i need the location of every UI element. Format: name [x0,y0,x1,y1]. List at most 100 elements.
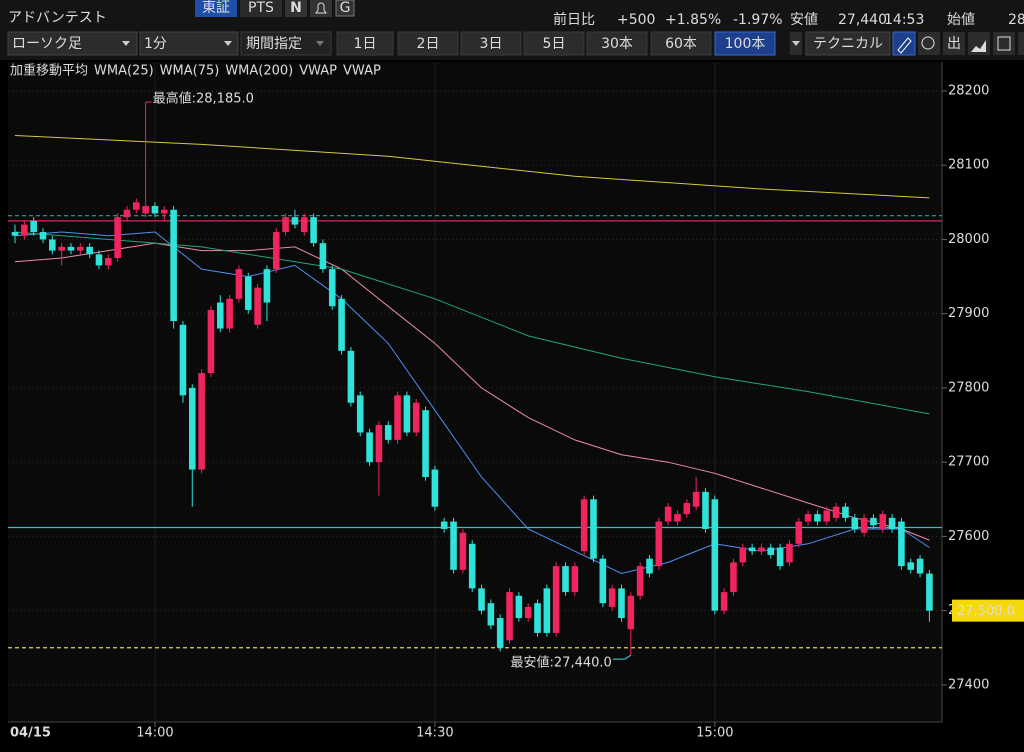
low-time: 14:53 [884,12,924,28]
candle-body [282,217,289,233]
market-button[interactable] [195,0,237,17]
candle-body [496,618,504,648]
range-button[interactable] [523,31,585,56]
last-price-box [952,599,1024,622]
candle-body [49,239,56,251]
range-button[interactable] [586,31,648,56]
interval-select[interactable] [139,31,239,56]
candle-body [226,298,233,329]
candle-body [254,287,261,325]
stock-name: アドバンテスト [8,10,107,26]
ma-line [14,135,930,199]
range-label: 1日 [354,36,377,52]
candle-body [291,217,299,225]
pts-button[interactable] [240,0,282,17]
candle-body [636,566,644,596]
candle-body [534,603,541,633]
candle-body [263,269,271,303]
candle-body [132,202,140,210]
other-pct: -1.97% [733,12,783,28]
g-button[interactable] [335,0,355,17]
candle-body [347,350,355,403]
dropdown-arrow [122,41,130,46]
range-button[interactable] [397,31,459,56]
period: 期間指定 [246,36,302,52]
candle-body [431,469,439,507]
candle-body [356,395,364,433]
open-label: 始値 [947,12,975,28]
candle-body [468,543,476,589]
legend-entry: VWAP [343,64,381,79]
candle-body [926,573,933,611]
chart-kind: ローソク足 [12,36,82,52]
n-button[interactable] [285,0,307,17]
candle-body [114,217,121,258]
range-button[interactable] [714,31,776,56]
legend-entry: WMA(200) [225,64,293,79]
x-tick-label: 15:00 [696,726,733,741]
candle-body [198,373,205,470]
legend-title: 加重移動平均 [10,63,88,79]
save-button[interactable] [993,32,1015,55]
candle-body [67,246,75,251]
candle-body [207,309,215,374]
candle-body [786,543,793,563]
candle-body [664,506,672,522]
more-button[interactable] [1018,32,1024,55]
range-button[interactable] [650,31,712,56]
out: 出 [947,36,961,52]
chart-kind-select[interactable] [7,31,138,56]
change-pct: +1.85% [665,12,721,28]
candle-body [580,499,588,552]
range-label: 100本 [725,36,766,52]
y-tick-label: 28000 [948,232,989,247]
plot: 2740027500276002770027800279002800028100… [8,62,989,741]
market: 東証 [202,0,230,16]
pencil-icon [897,37,912,54]
candle-body [366,432,373,463]
candle-body [310,217,317,244]
legend-entry: WMA(25) [94,64,154,79]
technical-button[interactable] [805,31,891,56]
candle-body [524,606,532,619]
candle-body [711,499,719,611]
candle-body [543,588,551,633]
plot-area [8,62,942,722]
candle-body [487,603,495,626]
period-select[interactable] [240,31,332,56]
legend-entry: VWAP [299,64,337,79]
candle-body [860,517,868,533]
candle-body [21,224,28,236]
range-button[interactable] [460,31,522,56]
range-button[interactable] [336,31,394,56]
candle-body [907,562,915,570]
zoom-button[interactable] [918,32,940,55]
y-tick-label: 27900 [948,306,989,321]
candle-body [515,595,523,619]
out-button[interactable] [943,32,965,55]
candle-body [851,517,859,529]
candle-body [916,558,924,574]
candle-body [30,220,37,233]
candle-body [328,269,336,307]
dropdown-arrow [316,41,324,46]
candle-body [58,246,65,251]
zoom-icon [921,36,935,50]
candle-body [702,491,709,529]
candle-body [767,547,775,555]
candle-body [562,566,569,593]
candle-body [160,209,168,214]
ma-line [14,231,930,415]
range-label: 3日 [480,36,503,52]
candle-body [235,269,243,299]
x-tick-label: 14:00 [136,726,173,741]
save-icon [997,36,1011,51]
candle-body [842,506,849,518]
candle-body [674,514,681,522]
candle-body [403,395,411,433]
candle-body [142,206,149,214]
bell-button[interactable] [310,0,332,17]
open: 28 [1008,12,1024,28]
interval: 1分 [144,36,167,52]
candle-body [608,588,616,607]
